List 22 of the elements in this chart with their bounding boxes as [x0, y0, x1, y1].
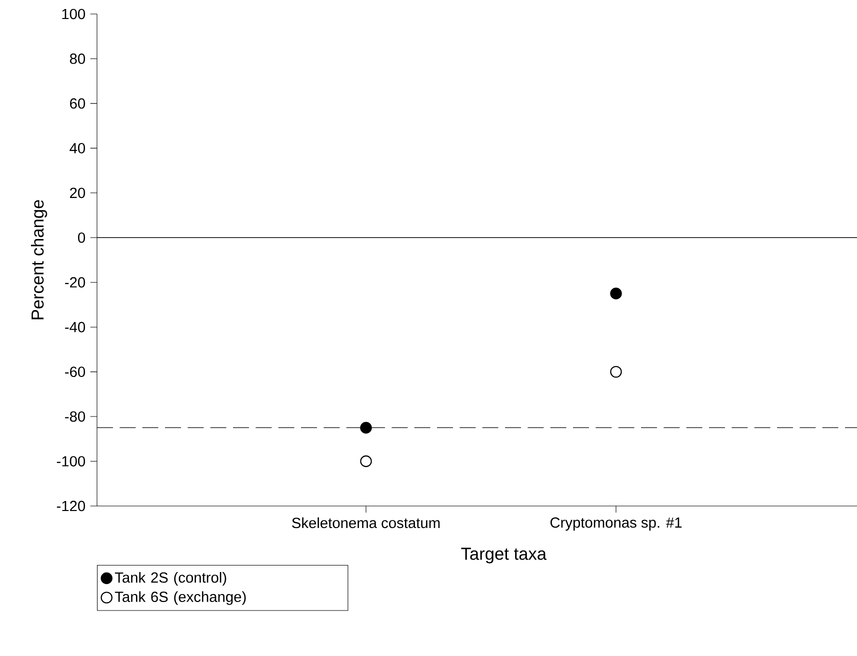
y-axis-title: Percent change — [30, 200, 48, 320]
y-tick-label: -40 — [65, 322, 86, 332]
point — [360, 455, 372, 468]
y-tick-label: 60 — [70, 98, 86, 109]
y-tick-label: 0 — [78, 232, 86, 243]
x-tick-label: Skeletonema costatum — [292, 517, 440, 528]
x-tick-label: Cryptomonas sp. #1 — [550, 517, 682, 531]
point — [360, 422, 372, 434]
legend-label: Tank 2S (control) — [114, 572, 226, 586]
point — [610, 288, 622, 300]
point — [610, 366, 622, 378]
y-tick-label: 100 — [62, 8, 86, 20]
y-tick-label: -20 — [65, 277, 86, 288]
y-tick-label: -60 — [65, 366, 86, 378]
y-tick-label: -80 — [65, 411, 86, 422]
y-tick-label: 80 — [70, 54, 86, 64]
y-tick-label: -120 — [56, 500, 86, 512]
legend-label: Tank 6S (exchange) — [114, 591, 246, 605]
y-tick-label: 40 — [70, 143, 86, 154]
y-tick-label: -100 — [56, 456, 86, 466]
x-axis-title: Target taxa — [461, 548, 547, 564]
y-tick-label: 20 — [70, 188, 86, 198]
